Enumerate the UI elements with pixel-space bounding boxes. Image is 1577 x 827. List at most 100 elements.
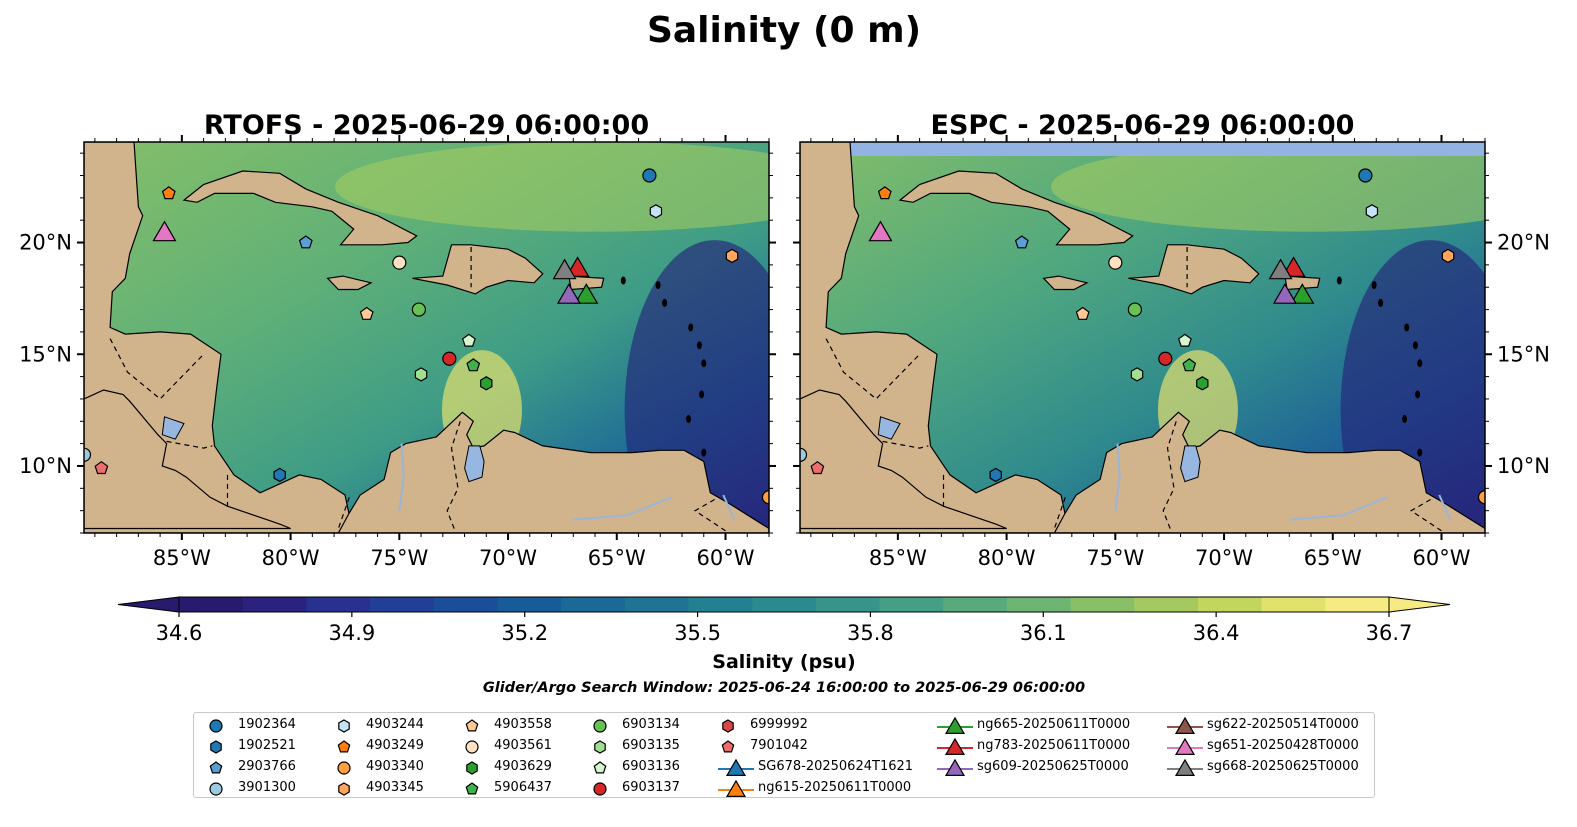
argo-marker-4903558 xyxy=(1075,306,1090,320)
island xyxy=(699,390,705,399)
argo-marker-1902364 xyxy=(642,168,657,183)
argo-marker-5906437 xyxy=(1182,358,1197,372)
legend-marker-SG678-20250624T1621 xyxy=(725,758,747,776)
legend-marker-3901300 xyxy=(209,782,223,796)
legend-label: 5906437 xyxy=(494,780,552,795)
colorbar-segment xyxy=(1325,597,1390,612)
argo-marker-4903561 xyxy=(392,255,407,270)
argo-marker-4903629 xyxy=(480,376,493,391)
legend-marker-6903135 xyxy=(594,740,606,754)
lake xyxy=(161,416,185,440)
x-tick-label: 65°W xyxy=(588,546,646,570)
legend-marker-4903558 xyxy=(465,719,479,732)
land-mass xyxy=(1284,275,1321,291)
argo-legend-icon xyxy=(210,740,222,754)
map-frame xyxy=(83,141,770,534)
glider-legend-icon xyxy=(1167,716,1203,734)
legend-marker-4903249 xyxy=(337,740,351,753)
river xyxy=(1438,494,1452,521)
colorbar-segment xyxy=(943,597,1008,612)
legend-marker-6903134 xyxy=(593,719,607,733)
colorbar-segment xyxy=(879,597,944,612)
panel-title: ESPC - 2025-06-29 06:00:00 xyxy=(931,110,1355,141)
colorbar-extend-high xyxy=(1388,596,1451,613)
island xyxy=(688,323,694,332)
colorbar-tick-label: 35.2 xyxy=(501,621,548,645)
x-tick-label: 70°W xyxy=(1195,546,1253,570)
argo-legend-icon xyxy=(593,719,607,733)
colorbar-frame xyxy=(178,596,1390,613)
argo-marker-6903136 xyxy=(461,333,476,347)
argo-legend-icon xyxy=(722,719,734,733)
colorbar-segment xyxy=(1197,597,1263,612)
argo-legend-icon xyxy=(465,719,479,732)
legend-marker-6903136 xyxy=(593,761,607,774)
country-border xyxy=(1053,497,1066,529)
y-tick-label: 15°N xyxy=(19,342,72,366)
legend-label: SG678-20250624T1621 xyxy=(758,759,914,774)
legend-label: 4903629 xyxy=(494,759,552,774)
argo-legend-icon xyxy=(593,782,607,796)
figure-title: Salinity (0 m) xyxy=(647,10,921,51)
legend-label: sg622-20250514T0000 xyxy=(1207,717,1359,732)
country-border xyxy=(166,440,213,449)
argo-legend-icon xyxy=(338,782,350,796)
glider-marker-ng783-20250611T0000 xyxy=(565,256,590,277)
legend-marker-4903244 xyxy=(338,719,350,733)
argo-marker-4903244 xyxy=(1365,204,1379,219)
colorbar-extend-low xyxy=(117,596,180,613)
colorbar-segment xyxy=(1006,597,1072,612)
argo-legend-icon xyxy=(594,740,606,754)
country-border xyxy=(109,338,205,400)
legend-marker-sg651-20250428T0000 xyxy=(1174,737,1196,755)
argo-marker-4903340 xyxy=(1477,490,1485,505)
argo-marker-6903135 xyxy=(414,367,428,382)
no-data-band xyxy=(800,142,1485,156)
legend-marker-1902364 xyxy=(209,719,223,733)
colorbar-tick-label: 36.7 xyxy=(1366,621,1413,645)
argo-legend-icon xyxy=(465,782,479,795)
legend: 1902364 1902521 2903766 3901300 4903244 49032… xyxy=(193,712,1375,798)
glider-legend-icon xyxy=(718,779,754,797)
argo-marker-7901042 xyxy=(94,460,109,475)
colorbar-segment xyxy=(433,597,499,612)
argo-marker-6903134 xyxy=(411,302,426,317)
colorbar-tick-label: 35.5 xyxy=(674,621,721,645)
lake xyxy=(464,445,485,483)
argo-legend-icon xyxy=(338,719,350,733)
legend-marker-sg668-20250625T0000 xyxy=(1174,758,1196,776)
legend-label: sg609-20250625T0000 xyxy=(977,759,1129,774)
colorbar-tick-label: 34.6 xyxy=(156,621,203,645)
glider-legend-icon xyxy=(1167,758,1203,776)
island xyxy=(1404,323,1410,332)
colorbar-label: Salinity (psu) xyxy=(712,651,855,673)
argo-marker-6903136 xyxy=(1177,333,1192,347)
colorbar-segment xyxy=(1134,597,1199,612)
legend-label: 4903345 xyxy=(366,780,424,795)
land-mass xyxy=(898,170,1134,246)
x-tick-label: 80°W xyxy=(978,546,1036,570)
legend-label: 7901042 xyxy=(750,738,808,753)
river xyxy=(722,494,736,521)
legend-label: 6903136 xyxy=(622,759,680,774)
argo-marker-4903244 xyxy=(649,204,663,219)
legend-label: 4903561 xyxy=(494,738,552,753)
colorbar-segment xyxy=(242,597,307,612)
legend-marker-7901042 xyxy=(721,740,735,753)
argo-legend-icon xyxy=(465,740,479,754)
legend-label: 1902364 xyxy=(238,717,296,732)
island xyxy=(1371,280,1377,289)
y-tick-label: 20°N xyxy=(1497,231,1550,255)
country-border xyxy=(446,421,461,533)
argo-marker-4903558 xyxy=(359,306,374,320)
colorbar-segment xyxy=(370,597,435,612)
argo-marker-4903345 xyxy=(725,248,739,264)
glider-marker-ng665-20250611T0000 xyxy=(1290,283,1315,304)
glider-legend-icon xyxy=(718,758,754,776)
lake xyxy=(877,416,901,440)
argo-marker-4903249 xyxy=(877,186,892,200)
legend-marker-2903766 xyxy=(209,761,223,774)
island xyxy=(620,276,626,285)
island xyxy=(662,298,668,307)
